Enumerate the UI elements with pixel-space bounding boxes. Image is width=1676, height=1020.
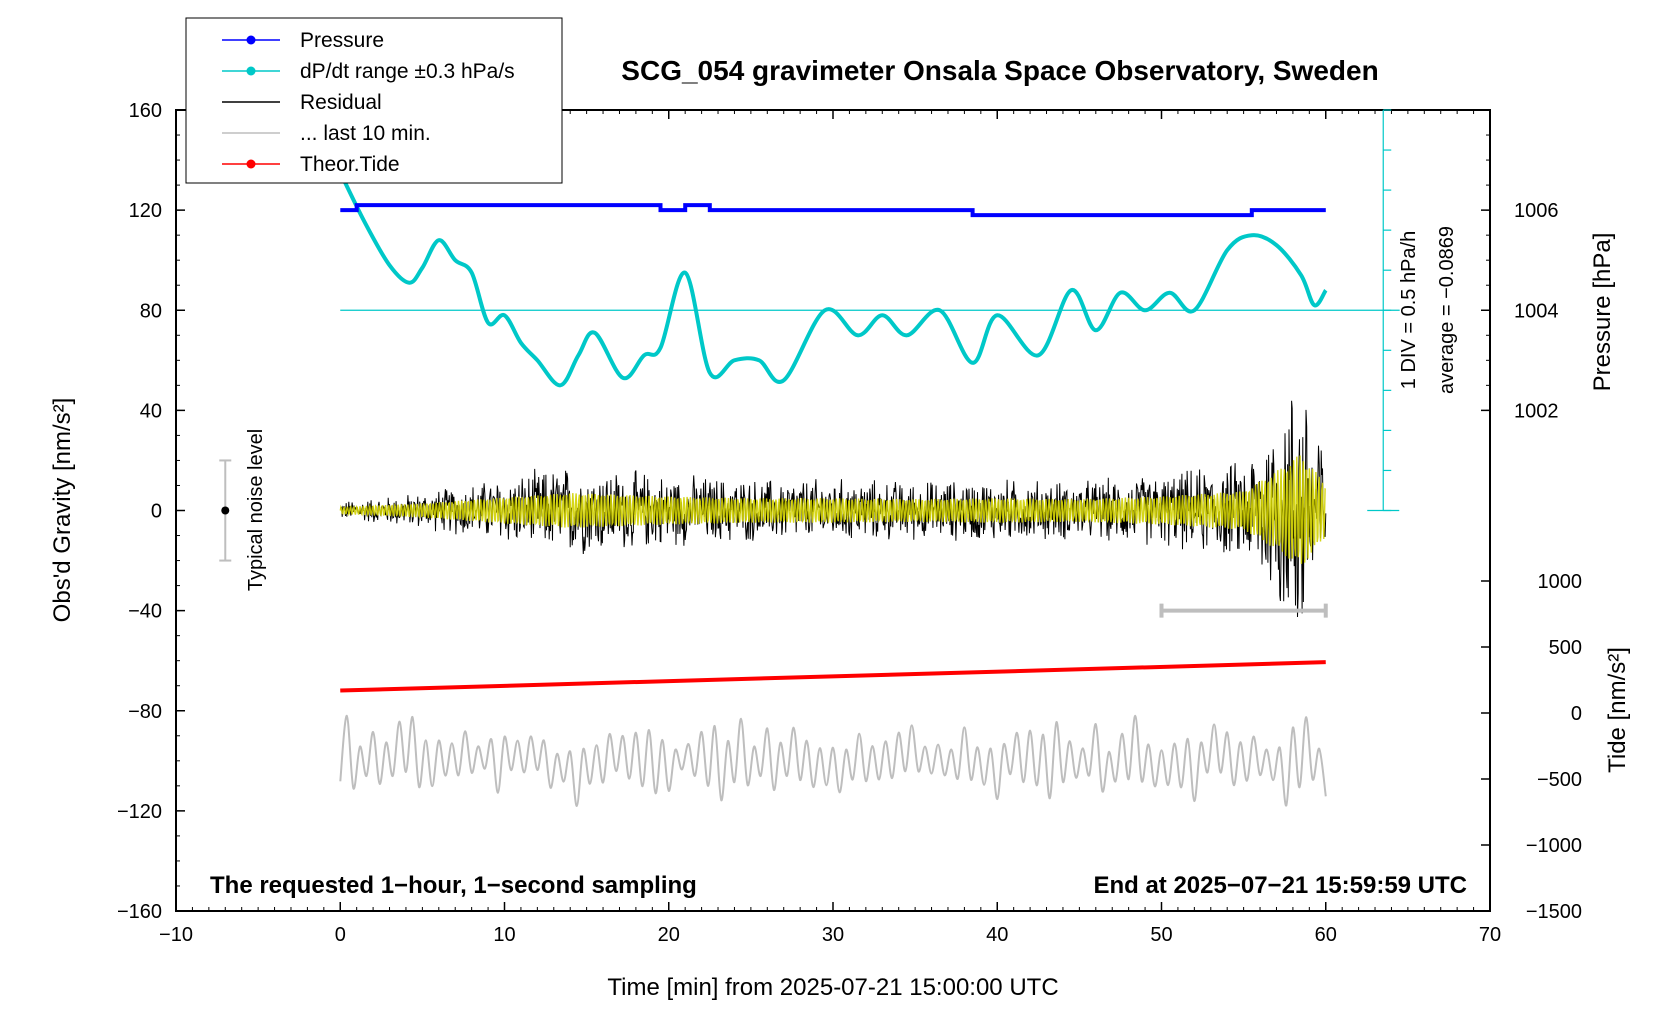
x-tick-label: 70 xyxy=(1479,924,1501,946)
x-tick-label: −10 xyxy=(159,924,193,946)
residual-line xyxy=(339,400,1327,618)
legend-marker xyxy=(246,159,256,169)
residual-filtered-line xyxy=(339,455,1327,564)
y-axis-label-tide: Tide [nm/s²] xyxy=(1604,647,1631,773)
y-tick-label: −40 xyxy=(128,601,162,623)
pressure-tick-label: 1004 xyxy=(1514,300,1559,322)
y-tick-label: −160 xyxy=(117,901,162,923)
pressure-tick-label: 1006 xyxy=(1514,200,1559,222)
scale-div-label: 1 DIV = 0.5 hPa/h xyxy=(1398,231,1420,389)
tide-tick-label: −1500 xyxy=(1526,901,1582,923)
tide-tick-label: 1000 xyxy=(1538,571,1583,593)
legend-label: Pressure xyxy=(300,29,384,52)
pressure-line xyxy=(340,203,1326,218)
y-axis-label-left: Obs'd Gravity [nm/s²] xyxy=(49,398,76,623)
legend-label: dP/dt range ±0.3 hPa/s xyxy=(300,60,515,83)
x-tick-label: 40 xyxy=(986,924,1008,946)
x-axis-label: Time [min] from 2025-07-21 15:00:00 UTC xyxy=(607,974,1058,1001)
y-tick-label: 0 xyxy=(151,501,162,523)
legend-label: Theor.Tide xyxy=(300,153,400,176)
lower-residual-line xyxy=(339,714,1327,808)
y-tick-label: −120 xyxy=(117,801,162,823)
y-tick-label: 160 xyxy=(129,100,162,122)
legend-label: ... last 10 min. xyxy=(300,122,431,145)
tide-tick-label: 0 xyxy=(1571,703,1582,725)
noise-bar-center xyxy=(221,506,230,515)
y-tick-label: 120 xyxy=(129,200,162,222)
x-tick-label: 10 xyxy=(493,924,515,946)
legend-marker xyxy=(246,35,256,45)
noise-level-label: Typical noise level xyxy=(245,429,267,591)
legend-marker xyxy=(246,66,256,76)
tide-line xyxy=(340,660,1326,693)
chart-title: SCG_054 gravimeter Onsala Space Observat… xyxy=(621,55,1378,86)
tide-tick-label: 500 xyxy=(1549,637,1582,659)
y-tick-label: 40 xyxy=(140,400,162,422)
average-label: average = −0.0869 xyxy=(1436,226,1458,394)
y-axis-label-pressure: Pressure [hPa] xyxy=(1589,233,1616,392)
x-tick-label: 50 xyxy=(1150,924,1172,946)
x-tick-label: 20 xyxy=(658,924,680,946)
bottom-left-note: The requested 1−hour, 1−second sampling xyxy=(210,872,697,899)
x-tick-label: 30 xyxy=(822,924,844,946)
tide-tick-label: −1000 xyxy=(1526,835,1582,857)
x-tick-label: 0 xyxy=(335,924,346,946)
bottom-right-note: End at 2025−07−21 15:59:59 UTC xyxy=(1093,872,1467,899)
y-tick-label: −80 xyxy=(128,701,162,723)
legend-box xyxy=(185,17,563,184)
y-tick-label: 80 xyxy=(140,300,162,322)
x-tick-label: 60 xyxy=(1315,924,1337,946)
tide-tick-label: −500 xyxy=(1537,769,1582,791)
pressure-tick-label: 1002 xyxy=(1514,400,1559,422)
dpdt-line xyxy=(338,171,1328,388)
legend-label: Residual xyxy=(300,91,382,114)
legend: Pressure dP/dt range ±0.3 hPa/s Residual..… xyxy=(185,17,563,184)
